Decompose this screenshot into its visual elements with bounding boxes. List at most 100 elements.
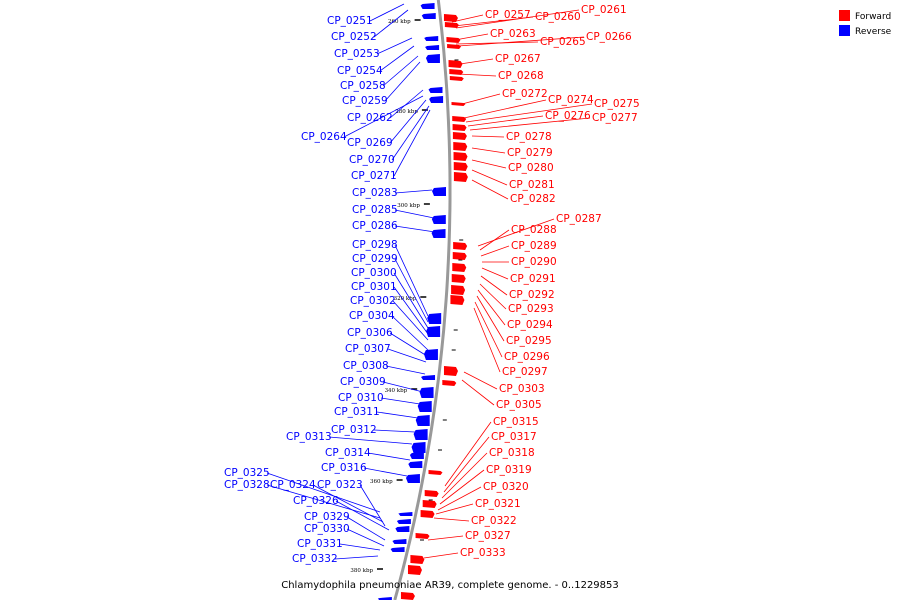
forward-gene-label: CP_0261 [581,4,627,16]
reverse-gene [424,36,439,41]
forward-gene [428,470,443,475]
reverse-gene-label: CP_0252 [331,31,377,43]
forward-gene [447,44,462,49]
forward-gene-label: CP_0318 [489,447,535,459]
reverse-gene-label: CP_0329 [304,511,350,523]
reverse-gene-label: CP_0304 [349,310,395,322]
reverse-gene-label: CP_0301 [351,281,397,293]
reverse-gene [405,474,420,483]
reverse-gene-label: CP_0331 [297,538,343,550]
forward-gene [452,124,467,131]
forward-gene-label: CP_0287 [556,213,602,225]
tick-label: 380 kbp [350,568,373,574]
forward-gene-label: CP_0266 [586,31,632,43]
leader-line [439,469,485,505]
forward-gene-label: CP_0265 [540,36,586,48]
reverse-gene-label: CP_0259 [342,95,388,107]
leader-line [393,109,431,177]
forward-gene [452,132,467,140]
leader-line [471,159,507,169]
leader-line [359,484,386,527]
forward-gene [424,490,439,497]
leader-line [437,486,482,511]
reverse-gene [425,45,440,50]
leader-line [457,36,585,47]
reverse-gene [411,442,426,453]
forward-gene-label: CP_0333 [460,547,506,559]
leader-line [328,436,413,445]
tick-label: 320 kbp [394,296,417,302]
leader-line [471,135,505,138]
reverse-gene-label: CP_0328 [224,479,270,491]
leader-line [467,115,544,127]
leader-line [471,147,506,154]
reverse-gene [421,375,436,380]
forward-gene-label: CP_0315 [493,416,539,428]
leader-line [369,3,405,22]
reverse-gene-label: CP_0309 [340,376,386,388]
leader-line [459,58,494,65]
forward-gene [415,533,430,539]
forward-gene-label: CP_0321 [475,498,521,510]
forward-gene [443,14,458,22]
forward-gene-label: CP_0292 [509,289,555,301]
map-caption: Chlamydophila pneumoniae AR39, complete … [281,580,619,591]
reverse-gene-label: CP_0264 [301,131,347,143]
forward-gene [451,274,466,283]
leader-line [480,275,508,296]
leader-line [477,289,506,326]
leader-line [382,55,419,87]
legend-swatch-reverse [839,25,850,36]
reverse-gene-label: CP_0307 [345,343,391,355]
leader-line [479,283,507,310]
forward-gene-label: CP_0293 [508,303,554,315]
leader-line [392,300,429,341]
legend: Forward Reverse [839,10,892,37]
tick-label: 300 kbp [397,203,420,209]
reverse-gene [425,54,440,63]
reverse-gene [431,215,446,224]
leader-line [389,332,428,357]
reverse-gene-label: CP_0314 [325,447,371,459]
leader-line [373,429,416,433]
forward-gene [453,162,468,171]
forward-gene [451,285,466,295]
reverse-gene-label: CP_0271 [351,170,397,182]
forward-gene [442,380,457,386]
reverse-gene-label: CP_0308 [343,360,389,372]
reverse-gene [428,87,443,93]
reverse-gene-label: CP_0312 [331,424,377,436]
reverse-gene [409,452,424,459]
reverse-gene-label: CP_0298 [352,239,398,251]
leader-line [457,73,497,77]
leader-line [266,484,381,519]
leader-line [363,467,408,477]
reverse-gene [413,429,428,440]
reverse-gene-label: CP_0332 [292,553,338,565]
forward-gene [422,500,437,508]
forward-gene [443,366,458,376]
reverse-gene-label: CP_0330 [304,523,350,535]
leader-line [339,543,381,551]
leader-line [423,552,459,559]
forward-gene-label: CP_0289 [511,240,557,252]
legend-swatch-forward [839,10,850,21]
leader-line [394,244,429,317]
reverse-gene-label: CP_0324 [270,479,316,491]
leader-line [435,503,474,515]
genome-backbone [393,0,452,600]
leader-line [373,9,409,38]
reverse-gene-label: CP_0310 [338,392,384,404]
leader-line [455,9,580,29]
leader-line [476,295,505,342]
reverse-gene-label: CP_0270 [349,154,395,166]
leader-line [461,379,495,406]
legend-label-reverse: Reverse [855,27,892,37]
forward-gene [400,592,415,600]
tick-label: 260 kbp [388,19,411,25]
reverse-gene-label: CP_0283 [352,187,398,199]
forward-gene [449,76,464,81]
leader-line [387,348,427,363]
forward-gene-label: CP_0279 [507,147,553,159]
